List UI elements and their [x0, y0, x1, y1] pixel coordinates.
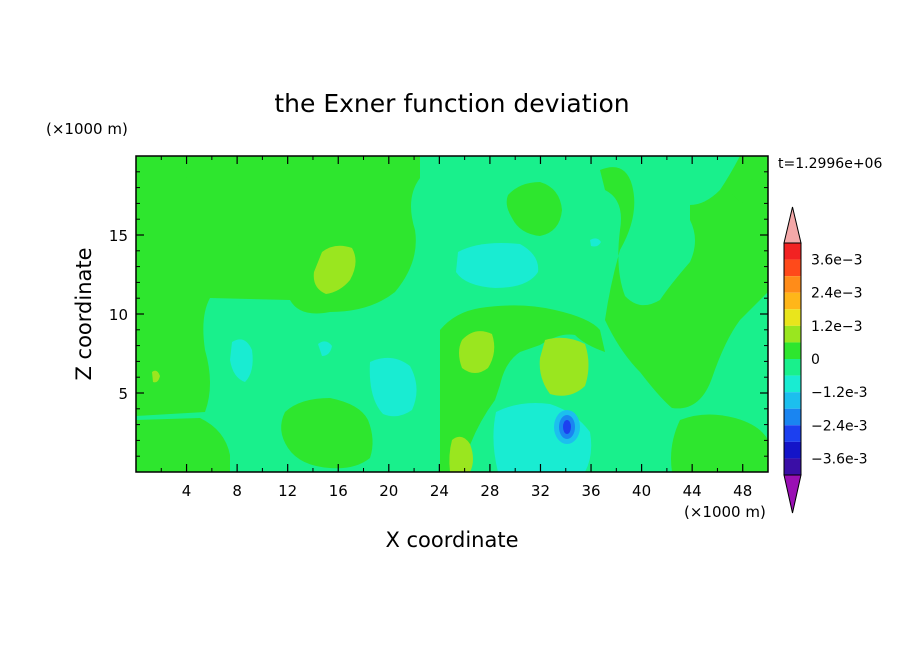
x-tick-label: 12 — [278, 482, 297, 500]
colorbar-swatch — [784, 458, 801, 475]
contour-region-zero-right — [600, 156, 768, 409]
contour-region-zero-blob-e — [229, 211, 251, 246]
colorbar-swatch — [784, 375, 801, 393]
contour-region-neg-1 — [456, 243, 539, 288]
colorbar-swatch — [784, 243, 801, 260]
contour-region-pos-5 — [152, 370, 160, 383]
contour-region-neg-2 — [369, 357, 417, 417]
heatmap-field — [136, 156, 768, 472]
x-tick-label: 32 — [531, 482, 550, 500]
colorbar-swatch — [784, 408, 801, 426]
contour-region-zero-blob-a — [281, 398, 373, 469]
colorbar-frame — [783, 242, 802, 476]
colorbar-label: −2.4e-3 — [811, 418, 868, 434]
x-tick-label: 16 — [329, 482, 348, 500]
x-tick-label: 44 — [683, 482, 702, 500]
contour-region-pos-1 — [313, 245, 356, 294]
colorbar-swatch — [784, 425, 801, 442]
y-tick-label: 15 — [109, 227, 128, 245]
contour-region-zero-blob-d — [671, 414, 768, 472]
x-axis-unit: (×1000 m) — [684, 503, 766, 521]
contour-region-neg-core-inner — [563, 420, 571, 434]
x-tick-label: 40 — [632, 482, 651, 500]
x-tick-label: 20 — [379, 482, 398, 500]
colorbar-label: 3.6e−3 — [811, 253, 863, 269]
colorbar-label: 2.4e−3 — [811, 286, 863, 302]
colorbar-swatch — [784, 276, 801, 293]
x-tick-label: 36 — [581, 482, 600, 500]
contour-region-zero-top-mid — [136, 176, 209, 215]
contour-region-pos-2 — [459, 331, 495, 373]
colorbar-swatch — [784, 359, 801, 376]
contour-region-zero-left — [136, 156, 420, 416]
colorbar-swatch — [784, 325, 801, 343]
y-axis-label: Z coordinate — [72, 247, 96, 380]
y-axis-ticks: 5 10 15 — [109, 171, 768, 457]
colorbar-swatch — [784, 259, 801, 277]
colorbar-swatch — [784, 292, 801, 310]
colorbar-label: 0 — [811, 352, 820, 368]
colorbar-under-triangle — [783, 474, 802, 514]
colorbar-swatch — [784, 392, 801, 409]
contour-region-pos-4 — [449, 436, 473, 472]
time-label: t=1.2996e+06 — [778, 156, 882, 172]
colorbar-over-triangle — [783, 206, 802, 244]
contour-region-zero-blob-c — [136, 418, 230, 472]
colorbar-swatch — [784, 342, 801, 359]
y-axis-unit: (×1000 m) — [46, 120, 128, 138]
contour-region-neg-6 — [590, 238, 601, 247]
colorbar-label: 1.2e−3 — [811, 319, 863, 335]
y-tick-label: 5 — [118, 385, 128, 403]
x-tick-label: 8 — [232, 482, 242, 500]
y-tick-label: 10 — [109, 306, 128, 324]
x-axis-ticks: 4 8 12 16 20 24 28 32 36 40 44 48 — [160, 156, 752, 500]
x-tick-label: 4 — [182, 482, 192, 500]
colorbar-label: −1.2e-3 — [811, 385, 868, 401]
contour-region-neg-5 — [318, 341, 332, 356]
x-axis-label: X coordinate — [385, 528, 518, 552]
contour-region-zero-blob-f — [728, 178, 768, 207]
x-tick-label: 24 — [430, 482, 449, 500]
colorbar-swatch — [784, 441, 801, 459]
contour-region-pos-3 — [539, 337, 589, 396]
colorbar: 3.6e−3 2.4e−3 1.2e−3 0 −1.2e-3 −2.4e-3 −3.6e-3 — [783, 206, 868, 514]
colorbar-label: −3.6e-3 — [811, 451, 868, 467]
x-tick-label: 28 — [480, 482, 499, 500]
contour-region-neg-3 — [230, 339, 253, 382]
colorbar-swatch — [784, 309, 801, 326]
x-tick-label: 48 — [733, 482, 752, 500]
chart-title: the Exner function deviation — [274, 89, 629, 118]
contour-region-zero-blob-b — [506, 182, 562, 236]
